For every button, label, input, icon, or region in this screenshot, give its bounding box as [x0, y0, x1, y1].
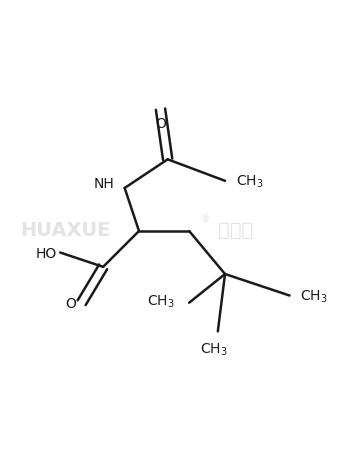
Text: ®: ® — [201, 214, 210, 224]
Text: HO: HO — [35, 246, 56, 260]
Text: HUAXUE: HUAXUE — [21, 220, 111, 239]
Text: CH$_3$: CH$_3$ — [300, 288, 328, 304]
Text: CH$_3$: CH$_3$ — [201, 341, 228, 357]
Text: NH: NH — [93, 176, 114, 190]
Text: CH$_3$: CH$_3$ — [147, 293, 175, 309]
Text: O: O — [155, 117, 166, 131]
Text: O: O — [66, 296, 76, 310]
Text: CH$_3$: CH$_3$ — [236, 173, 264, 190]
Text: 化学加: 化学加 — [218, 220, 253, 239]
